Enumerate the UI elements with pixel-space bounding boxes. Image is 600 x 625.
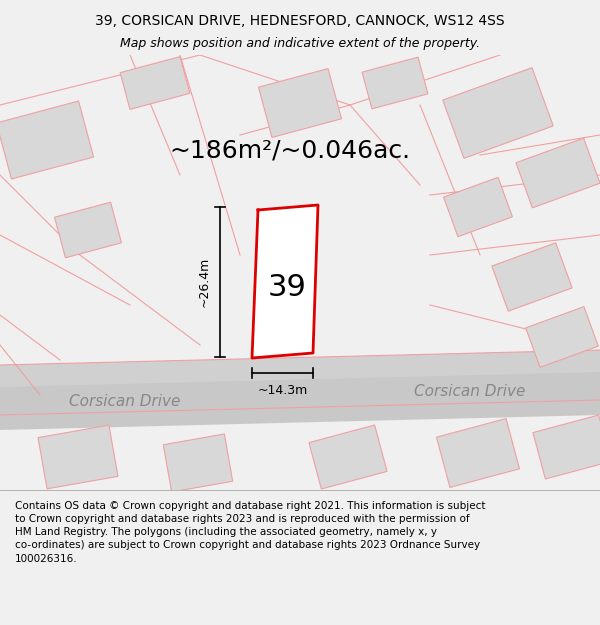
Polygon shape — [0, 101, 94, 179]
Text: 39, CORSICAN DRIVE, HEDNESFORD, CANNOCK, WS12 4SS: 39, CORSICAN DRIVE, HEDNESFORD, CANNOCK,… — [95, 14, 505, 28]
Text: ~26.4m: ~26.4m — [197, 257, 211, 307]
Polygon shape — [443, 68, 553, 158]
Polygon shape — [120, 57, 190, 109]
Polygon shape — [436, 419, 520, 488]
Polygon shape — [259, 69, 341, 138]
Polygon shape — [55, 202, 121, 258]
Text: Corsican Drive: Corsican Drive — [415, 384, 526, 399]
Text: Map shows position and indicative extent of the property.: Map shows position and indicative extent… — [120, 38, 480, 51]
Polygon shape — [533, 415, 600, 479]
Polygon shape — [443, 177, 512, 237]
Polygon shape — [309, 425, 387, 489]
Text: 39: 39 — [268, 272, 307, 301]
Text: ~186m²/~0.046ac.: ~186m²/~0.046ac. — [169, 138, 410, 162]
Polygon shape — [0, 372, 600, 430]
Polygon shape — [492, 243, 572, 311]
Polygon shape — [362, 57, 428, 109]
Polygon shape — [163, 434, 233, 492]
Polygon shape — [0, 350, 600, 415]
Polygon shape — [516, 138, 600, 208]
Text: ~14.3m: ~14.3m — [257, 384, 308, 398]
Text: Corsican Drive: Corsican Drive — [70, 394, 181, 409]
Text: Contains OS data © Crown copyright and database right 2021. This information is : Contains OS data © Crown copyright and d… — [15, 501, 485, 564]
Polygon shape — [38, 425, 118, 489]
Polygon shape — [252, 205, 318, 358]
Polygon shape — [526, 307, 598, 368]
